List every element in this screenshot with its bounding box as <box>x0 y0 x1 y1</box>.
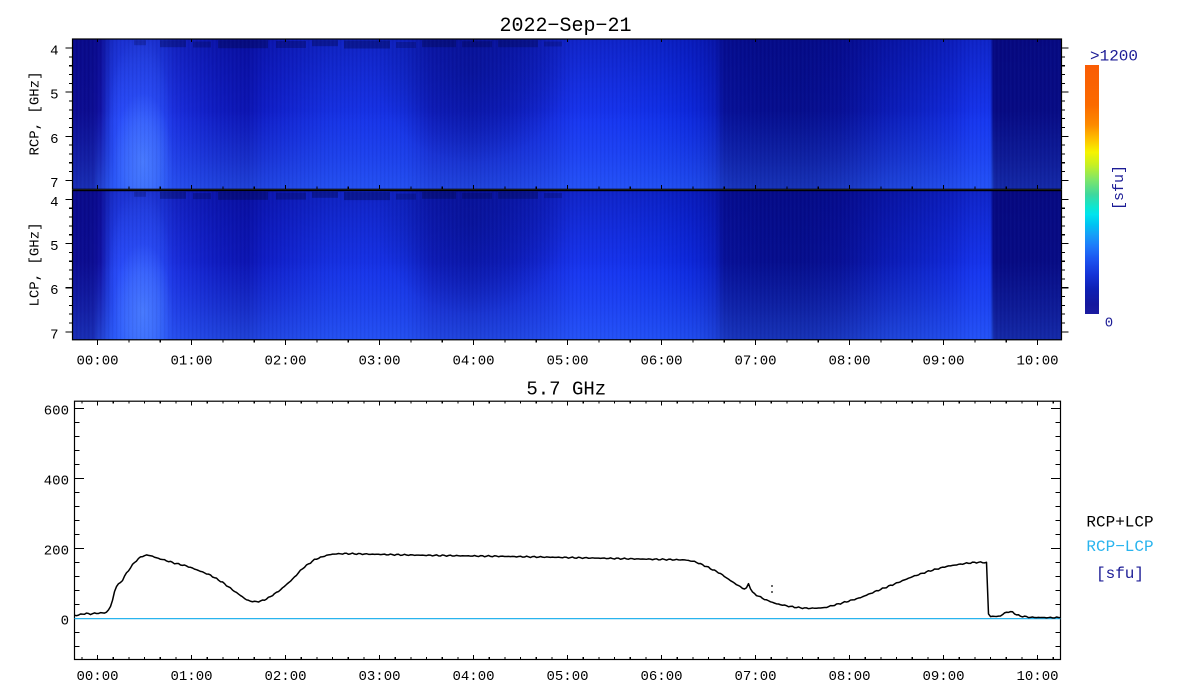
svg-text:RCP, [GHz]: RCP, [GHz] <box>28 71 44 155</box>
svg-text:06:00: 06:00 <box>640 669 682 685</box>
svg-text:06:00: 06:00 <box>640 354 682 370</box>
svg-text:5.7 GHz: 5.7 GHz <box>526 379 606 401</box>
svg-text:5: 5 <box>50 88 58 104</box>
svg-text:01:00: 01:00 <box>170 669 212 685</box>
svg-text:4: 4 <box>50 44 58 60</box>
svg-text:0: 0 <box>1105 316 1113 332</box>
svg-text:200: 200 <box>44 543 69 559</box>
svg-text:05:00: 05:00 <box>546 669 588 685</box>
svg-text:0: 0 <box>61 613 69 629</box>
svg-text:[sfu]: [sfu] <box>1096 565 1144 583</box>
svg-text:05:00: 05:00 <box>546 354 588 370</box>
svg-text:08:00: 08:00 <box>828 354 870 370</box>
svg-text:07:00: 07:00 <box>734 354 776 370</box>
svg-text:02:00: 02:00 <box>264 669 306 685</box>
svg-text:10:00: 10:00 <box>1016 669 1058 685</box>
svg-text:RCP−LCP: RCP−LCP <box>1086 538 1153 556</box>
svg-text:03:00: 03:00 <box>358 669 400 685</box>
svg-text:[sfu]: [sfu] <box>1111 165 1128 210</box>
svg-text:5: 5 <box>50 239 58 255</box>
svg-text:7: 7 <box>50 327 58 343</box>
svg-text:4: 4 <box>50 195 58 211</box>
svg-text:00:00: 00:00 <box>76 669 118 685</box>
svg-text:09:00: 09:00 <box>922 669 964 685</box>
svg-text:02:00: 02:00 <box>264 354 306 370</box>
svg-text:09:00: 09:00 <box>922 354 964 370</box>
svg-text:400: 400 <box>44 473 69 489</box>
svg-text:07:00: 07:00 <box>734 669 776 685</box>
svg-text:04:00: 04:00 <box>452 354 494 370</box>
svg-text:03:00: 03:00 <box>358 354 400 370</box>
svg-text:RCP+LCP: RCP+LCP <box>1086 514 1153 532</box>
svg-text:6: 6 <box>50 132 58 148</box>
svg-text:00:00: 00:00 <box>76 354 118 370</box>
svg-text:7: 7 <box>50 176 58 192</box>
svg-text:LCP, [GHz]: LCP, [GHz] <box>28 222 44 306</box>
svg-text:2022−Sep−21: 2022−Sep−21 <box>499 15 631 38</box>
svg-text:600: 600 <box>44 403 69 419</box>
svg-text:10:00: 10:00 <box>1016 354 1058 370</box>
svg-text:6: 6 <box>50 283 58 299</box>
svg-text:08:00: 08:00 <box>828 669 870 685</box>
svg-text:>1200: >1200 <box>1090 48 1138 66</box>
svg-text:04:00: 04:00 <box>452 669 494 685</box>
svg-text:01:00: 01:00 <box>170 354 212 370</box>
